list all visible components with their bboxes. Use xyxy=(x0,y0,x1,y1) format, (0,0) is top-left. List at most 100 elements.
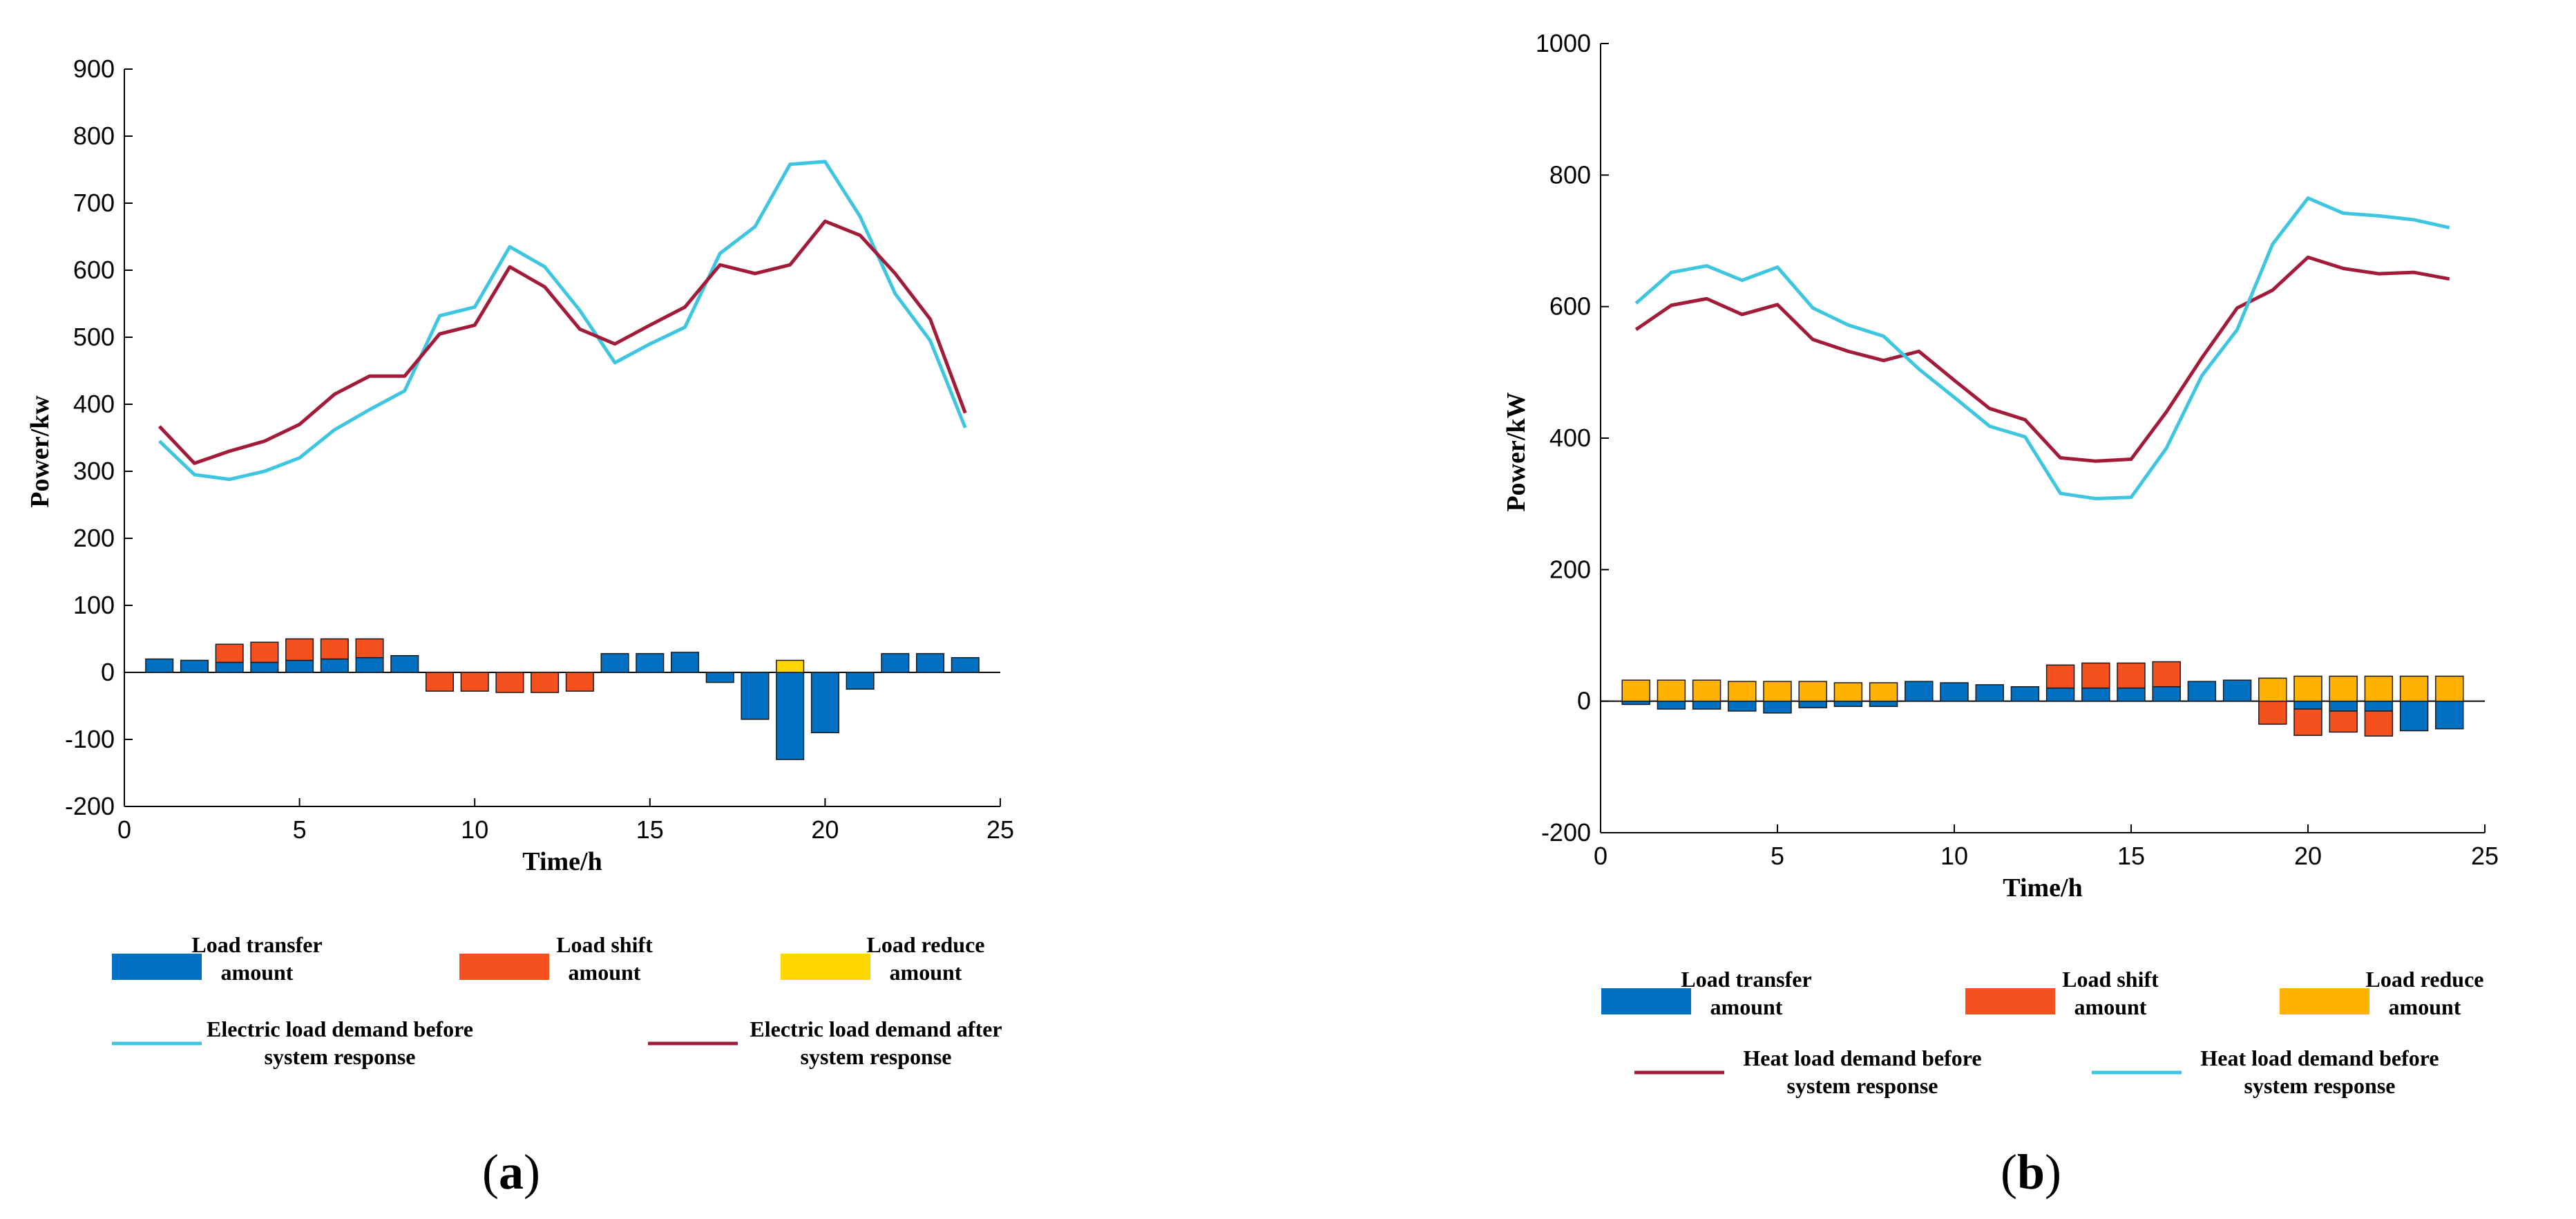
panel-label: (b) xyxy=(2001,1144,2061,1200)
bar-shift xyxy=(2117,662,2146,689)
legend-label: Load reduce amount xyxy=(2366,967,2484,1019)
y-tick-label: -100 xyxy=(65,725,115,753)
bar-reduce_b xyxy=(1621,679,1650,702)
legend-label-line: Load reduce xyxy=(867,932,985,957)
legend-label: Electric load demand before system respon… xyxy=(207,1017,473,1069)
bar-transfer xyxy=(2435,700,2464,730)
bar-reduce_b xyxy=(1728,681,1757,702)
bar-shift xyxy=(320,638,349,660)
bar-shift xyxy=(495,672,524,693)
x-tick-label: 5 xyxy=(293,815,307,844)
bar-shift xyxy=(215,643,244,663)
y-axis-label: Power/kw xyxy=(26,395,55,508)
legend-swatch-transfer xyxy=(1601,988,1691,1014)
legend-label-line: Load shift xyxy=(2062,967,2159,992)
bar-reduce_b xyxy=(2435,675,2464,702)
legend-label-line: amount xyxy=(2389,994,2461,1019)
bar-transfer xyxy=(2152,686,2181,702)
bar-shift xyxy=(531,672,560,693)
bar-transfer xyxy=(1728,700,1757,712)
bar-transfer xyxy=(951,656,980,673)
x-axis-label: Time/h xyxy=(2003,873,2082,903)
x-tick-label: 0 xyxy=(117,815,131,844)
y-tick-label: 400 xyxy=(1549,424,1591,452)
bar-reduce_b xyxy=(2399,675,2429,702)
y-tick-label: 300 xyxy=(73,457,115,485)
bar-transfer xyxy=(2081,687,2110,702)
bar-transfer xyxy=(215,661,244,673)
bar-transfer xyxy=(1869,700,1898,708)
panel-label-letter: b xyxy=(2017,1144,2045,1200)
y-tick-label: 800 xyxy=(73,122,115,150)
x-tick-label: 5 xyxy=(1771,842,1784,870)
x-tick-label: 10 xyxy=(461,815,488,844)
bar-transfer xyxy=(916,653,945,673)
bar-reduce_a xyxy=(776,659,805,673)
x-tick-label: 25 xyxy=(2471,842,2499,870)
legend-label-line: amount xyxy=(2074,994,2147,1019)
y-tick-label: 800 xyxy=(1549,160,1591,189)
legend-label-line: system response xyxy=(2244,1073,2396,1098)
legend-label-line: Load transfer xyxy=(1681,967,1811,992)
bar-transfer xyxy=(1763,700,1792,714)
y-tick-label: 500 xyxy=(73,323,115,351)
bar-reduce_b xyxy=(1869,682,1898,702)
bar-shift xyxy=(2081,662,2110,689)
x-tick-label: 10 xyxy=(1940,842,1968,870)
panel-label: (a) xyxy=(482,1144,540,1200)
y-tick-label: 0 xyxy=(101,658,115,686)
bar-shift xyxy=(425,672,455,692)
bar-shift xyxy=(2329,710,2358,733)
bar-reduce_b xyxy=(1657,679,1686,702)
x-tick-label: 20 xyxy=(811,815,839,844)
legend-label: Load shift amount xyxy=(2062,967,2159,1019)
legend-label-line: amount xyxy=(569,960,641,985)
bar-shift xyxy=(2364,710,2394,737)
bar-transfer xyxy=(250,661,279,673)
legend-swatch-reduce_b xyxy=(2280,988,2369,1014)
y-axis-label: Power/kW xyxy=(1502,392,1531,511)
bar-transfer xyxy=(2045,687,2075,702)
bar-transfer xyxy=(2364,700,2394,712)
y-tick-label: 200 xyxy=(1549,555,1591,583)
bar-transfer xyxy=(705,672,734,683)
bar-transfer xyxy=(741,672,770,720)
bar-transfer xyxy=(2010,686,2040,702)
y-tick-label: 200 xyxy=(73,524,115,552)
y-tick-label: -200 xyxy=(65,792,115,820)
legend-label-line: Load transfer xyxy=(191,932,322,957)
bar-shift xyxy=(2293,708,2322,736)
legend-label-line: Load shift xyxy=(556,932,653,957)
bar-transfer xyxy=(1940,682,1969,702)
bar-shift xyxy=(2045,664,2075,689)
legend-label-line: system response xyxy=(1787,1073,1938,1098)
bar-shift xyxy=(460,672,489,692)
legend-label: Load transfer amount xyxy=(1681,967,1811,1019)
bar-transfer xyxy=(1975,684,2004,702)
y-tick-label: -200 xyxy=(1541,818,1591,847)
bar-transfer xyxy=(2222,679,2252,702)
bar-transfer xyxy=(285,659,314,673)
legend-label: Electric load demand after system respons… xyxy=(750,1017,1002,1069)
bar-transfer xyxy=(2329,700,2358,712)
bar-transfer xyxy=(320,658,349,673)
bar-reduce_b xyxy=(1798,681,1827,702)
legend-label: Load shift amount xyxy=(556,932,653,985)
legend-label-line: system response xyxy=(265,1044,416,1069)
bar-transfer xyxy=(881,653,910,673)
bar-transfer xyxy=(1798,700,1827,708)
bar-reduce_b xyxy=(1833,682,1863,702)
bar-shift xyxy=(285,638,314,661)
legend-swatch-transfer xyxy=(112,954,202,980)
bar-transfer xyxy=(2117,687,2146,702)
bar-transfer xyxy=(846,672,875,690)
legend-label-line: system response xyxy=(801,1044,952,1069)
legend-label-line: Electric load demand after xyxy=(750,1017,1002,1041)
bar-transfer xyxy=(600,653,629,673)
panel-label-letter: a xyxy=(499,1144,524,1200)
bar-transfer xyxy=(355,656,384,673)
